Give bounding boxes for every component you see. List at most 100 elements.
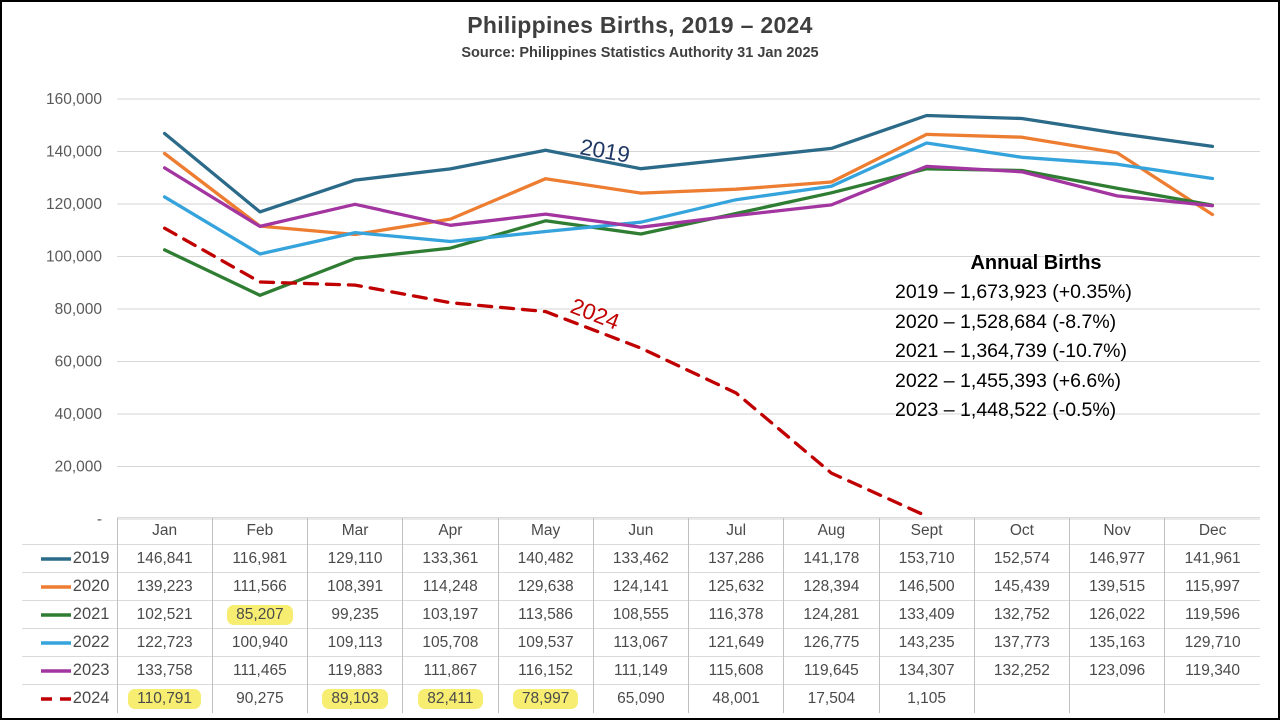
table-cell: 109,113	[306, 628, 403, 657]
table-cell: 109,537	[497, 628, 594, 657]
table-cell: 115,608	[687, 656, 784, 685]
table-cell: 119,596	[1164, 600, 1260, 629]
table-cell: 115,997	[1164, 572, 1260, 601]
table-cell: 119,340	[1164, 656, 1260, 685]
table-cell: 141,961	[1164, 544, 1260, 573]
table-cell: 129,638	[497, 572, 594, 601]
column-header-Jan: Jan	[116, 517, 213, 545]
table-cell: 102,521	[116, 600, 213, 629]
table-cell: 111,149	[592, 656, 689, 685]
table-cell: 145,439	[973, 572, 1070, 601]
series-line-2021	[162, 167, 1215, 297]
table-cell: 119,645	[783, 656, 879, 685]
table-cell: 113,067	[592, 628, 689, 657]
table-cell: 99,235	[306, 600, 403, 629]
table-cell: 126,022	[1068, 600, 1165, 629]
annotation-line: 2020 – 1,528,684 (-8.7%)	[895, 310, 1117, 333]
table-cell: 65,090	[592, 684, 689, 713]
table-cell: 103,197	[402, 600, 498, 629]
y-axis-tick-label: 60,000	[55, 354, 103, 371]
table-cell	[1164, 684, 1260, 713]
row-header-2019: 2019	[22, 544, 117, 573]
table-row-2023: 2023 133,758 111,465 119,883 111,867 116,152 1…	[22, 656, 1260, 685]
row-header-2021: 2021	[22, 600, 117, 629]
annotation-line: 2021 – 1,364,739 (-10.7%)	[895, 340, 1128, 362]
table-cell: 139,515	[1068, 572, 1165, 601]
table-cell: 146,500	[878, 572, 975, 601]
table-cell: 137,773	[973, 628, 1070, 657]
annotation-title: Annual Births	[970, 252, 1102, 274]
table-cell: 123,096	[1068, 656, 1165, 685]
table-cell: 140,482	[497, 544, 594, 573]
highlighted-value: 110,791	[128, 688, 202, 709]
y-axis-tick-label: -	[97, 511, 102, 522]
table-cell: 119,883	[306, 656, 403, 685]
legend-line-2020	[40, 584, 71, 589]
annual-births-annotation: Annual Births 2019 – 1,673,923 (+0.35%) 2…	[895, 252, 1177, 426]
data-table: Jan Feb Mar Apr May Jun Jul Aug Sept Oct Nov Dec 201…	[22, 517, 1260, 713]
table-cell	[973, 684, 1070, 713]
table-cell: 114,248	[402, 572, 498, 601]
table-cell: 78,997	[497, 684, 594, 713]
row-header-2023: 2023	[22, 656, 117, 685]
legend-line-2024	[40, 697, 71, 701]
series-line-2022	[162, 141, 1215, 256]
y-axis-tick-label: 120,000	[46, 196, 102, 213]
highlighted-value: 89,103	[322, 688, 388, 709]
table-cell: 129,110	[306, 544, 403, 573]
y-axis-tick-label: 20,000	[55, 459, 103, 476]
table-cell: 132,752	[973, 600, 1070, 629]
column-header-Apr: Apr	[402, 517, 498, 545]
series-line-2020	[162, 132, 1215, 237]
table-cell: 146,977	[1068, 544, 1165, 573]
table-cell: 133,462	[592, 544, 689, 573]
column-header-May: May	[497, 517, 594, 545]
y-axis-tick-label: 160,000	[46, 91, 102, 108]
table-row-2024: 2024 110,791 90,275 89,103 82,411 78,997 65,09…	[22, 684, 1260, 713]
series-label-2024: 2024	[567, 293, 623, 334]
table-cell: 105,708	[402, 628, 498, 657]
table-cell: 116,981	[211, 544, 308, 573]
annotation-line: 2019 – 1,673,923 (+0.35%)	[895, 281, 1132, 303]
table-cell: 113,586	[497, 600, 594, 629]
chart-source-subtitle: Source: Philippines Statistics Authority…	[461, 45, 819, 61]
table-cell: 146,841	[116, 544, 213, 573]
table-cell: 125,632	[687, 572, 784, 601]
table-cell: 82,411	[402, 684, 498, 713]
table-cell	[1068, 684, 1165, 713]
table-cell: 143,235	[878, 628, 975, 657]
series-line-2023	[162, 164, 1215, 229]
table-cell: 152,574	[973, 544, 1070, 573]
series-line-2024	[162, 226, 929, 518]
table-row-2022: 2022 122,723 100,940 109,113 105,708 109,537 1…	[22, 628, 1260, 657]
table-cell: 48,001	[687, 684, 784, 713]
table-cell: 111,465	[211, 656, 308, 685]
table-cell: 124,141	[592, 572, 689, 601]
table-cell: 116,152	[497, 656, 594, 685]
table-cell: 124,281	[783, 600, 879, 629]
column-header-Nov: Nov	[1068, 517, 1165, 545]
table-row-2019: 2019 146,841 116,981 129,110 133,361 140,482 1…	[22, 544, 1260, 573]
highlighted-value: 82,411	[418, 688, 483, 709]
table-row-2021: 2021 102,521 85,207 99,235 103,197 113,586 108…	[22, 600, 1260, 629]
y-axis-tick-label: 80,000	[55, 301, 103, 318]
table-cell: 85,207	[211, 600, 308, 629]
table-cell: 133,409	[878, 600, 975, 629]
table-cell: 111,566	[211, 572, 308, 601]
table-cell: 128,394	[783, 572, 879, 601]
column-header-Sept: Sept	[878, 517, 975, 545]
column-header-Jul: Jul	[687, 517, 784, 545]
table-cell: 129,710	[1164, 628, 1260, 657]
table-row-2020: 2020 139,223 111,566 108,391 114,248 129,638 1…	[22, 572, 1260, 601]
legend-line-2021	[40, 612, 71, 617]
column-header-Oct: Oct	[973, 517, 1070, 545]
y-axis-tick-label: 100,000	[46, 249, 102, 266]
annotation-line: 2022 – 1,455,393 (+6.6%)	[895, 369, 1122, 392]
table-cell: 108,391	[306, 572, 403, 601]
table-cell: 137,286	[687, 544, 784, 573]
table-cell: 126,775	[783, 628, 879, 657]
row-header-2020: 2020	[22, 572, 117, 601]
table-cell: 153,710	[878, 544, 975, 573]
table-cell: 111,867	[402, 656, 498, 685]
